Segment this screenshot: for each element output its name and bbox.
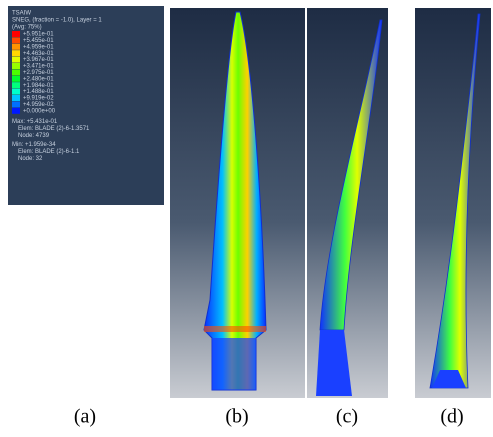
caption: (b) <box>225 406 248 428</box>
legend-label: +4.959e-02 <box>23 102 54 108</box>
legend-swatch <box>12 95 20 101</box>
blade-d-root <box>432 370 466 388</box>
legend-min: Elem: BLADE (2)-6-1.1 <box>18 149 80 155</box>
legend-swatch <box>12 107 20 114</box>
legend-swatch <box>12 101 20 108</box>
captions: (a) (b) (c) (d) <box>74 406 464 428</box>
legend-swatch <box>12 56 20 63</box>
legend-swatch <box>12 63 20 69</box>
legend-header: TSAIW <box>12 11 31 17</box>
blade-c-root <box>316 330 352 396</box>
caption: (c) <box>336 406 358 428</box>
blade-b-root <box>212 338 256 390</box>
legend-label: +4.959e-01 <box>23 44 54 50</box>
legend-swatch <box>12 50 20 57</box>
blade-b-band <box>204 326 266 332</box>
legend-min: Min: +1.959e-34 <box>12 142 56 148</box>
legend-header: (Avg: 75%) <box>12 25 42 31</box>
legend-label: +3.967e-01 <box>23 57 54 63</box>
legend-label: +4.463e-01 <box>23 51 54 57</box>
blade-d <box>429 13 481 389</box>
legend-label: +5.951e-01 <box>23 32 54 38</box>
legend-swatch <box>12 88 20 95</box>
caption: (d) <box>440 406 463 428</box>
legend-swatch <box>12 69 20 76</box>
legend-label: +9.919e-02 <box>23 96 54 102</box>
caption: (a) <box>74 406 96 428</box>
legend-swatch <box>12 82 20 89</box>
legend-header: SNEG, (fraction = -1.0), Layer = 1 <box>12 18 102 24</box>
legend-swatch <box>12 43 20 50</box>
legend-swatch <box>12 37 20 44</box>
legend-panel <box>8 6 164 205</box>
legend-max: Max: +5.431e-01 <box>12 119 58 125</box>
legend-label: +1.488e-01 <box>23 89 54 95</box>
legend-swatch <box>12 75 20 82</box>
legend-min: Node: 32 <box>18 156 43 162</box>
legend-swatch <box>12 31 20 37</box>
legend-max: Node: 4739 <box>18 133 50 139</box>
legend-label: +3.471e-01 <box>23 64 54 70</box>
legend-label: +2.480e-01 <box>23 76 54 82</box>
legend-max: Elem: BLADE (2)-6-1.3571 <box>18 126 90 132</box>
legend-label: +0.000e+00 <box>23 108 56 114</box>
legend-label: +1.984e-01 <box>23 83 54 89</box>
legend-label: +2.975e-01 <box>23 70 54 76</box>
legend-label: +5.455e-01 <box>23 38 54 44</box>
